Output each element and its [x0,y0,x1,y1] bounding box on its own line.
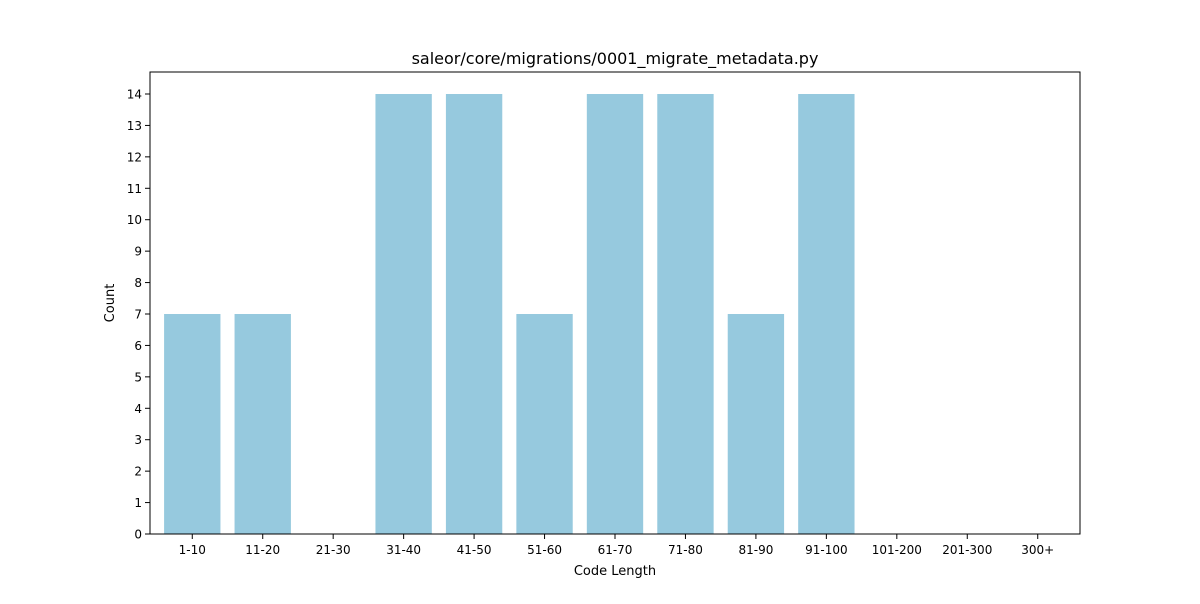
y-tick-label: 7 [134,308,142,322]
y-tick-label: 14 [127,88,142,102]
y-tick-label: 8 [134,276,142,290]
bar-61-70 [586,94,644,534]
bar-31-40 [375,94,432,534]
x-axis-label: Code Length [574,564,656,579]
y-tick-label: 11 [127,182,142,196]
bars-layer [164,94,855,534]
y-tick-label: 9 [134,245,142,259]
x-tick-label: 11-20 [245,543,280,557]
y-tick-label: 5 [134,370,142,384]
x-tick-label: 51-60 [527,543,562,557]
x-tick-label: 31-40 [386,543,421,557]
x-tick-label: 201-300 [942,543,992,557]
x-axis: 1-10 11-20 21-30 31-40 41-50 51-60 61-70 71-80 8… [179,534,1054,557]
y-tick-label: 3 [134,433,142,447]
bar-1-10 [164,314,221,534]
x-tick-label: 61-70 [598,543,633,557]
y-tick-label: 4 [134,402,142,416]
y-tick-label: 1 [134,496,142,510]
y-tick-label: 6 [134,339,142,353]
x-tick-label: 300+ [1021,543,1054,557]
y-tick-label: 0 [134,528,142,542]
x-tick-label: 71-80 [668,543,703,557]
bar-41-50 [445,94,503,534]
x-tick-label: 91-100 [805,543,848,557]
y-tick-label: 2 [134,465,142,479]
y-tick-label: 10 [127,213,142,227]
chart-title: saleor/core/migrations/0001_migrate_meta… [412,49,819,69]
x-tick-label: 1-10 [179,543,206,557]
x-tick-label: 21-30 [316,543,351,557]
y-axis-label: Count [103,284,118,323]
x-tick-label: 81-90 [738,543,773,557]
x-tick-label: 101-200 [872,543,922,557]
bar-51-60 [516,314,573,534]
y-tick-label: 13 [127,119,142,133]
bar-81-90 [727,314,785,534]
bar-91-100 [798,94,855,534]
bar-11-20 [234,314,291,534]
y-tick-label: 12 [127,150,142,164]
x-tick-label: 41-50 [457,543,492,557]
bar-71-80 [657,94,714,534]
plot-frame [149,71,1081,535]
